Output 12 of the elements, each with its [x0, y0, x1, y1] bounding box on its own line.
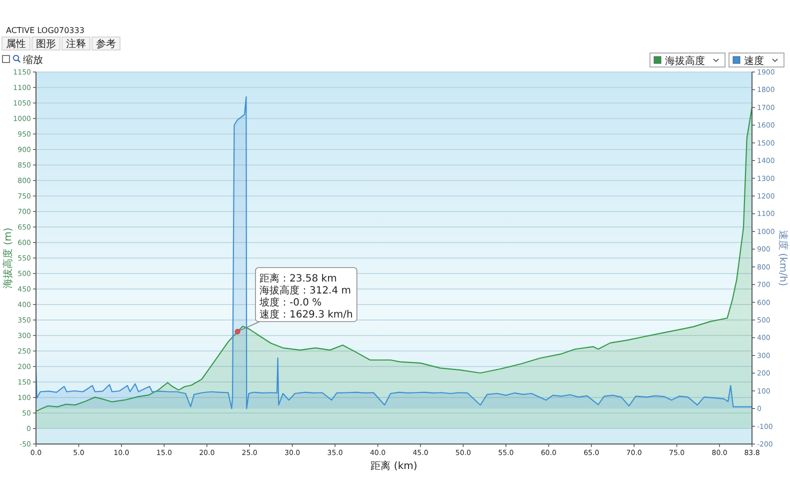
chart-title: ACTIVE LOG070333: [6, 26, 84, 35]
text: 属性: [6, 38, 26, 50]
legend-label: 速度: [744, 55, 764, 67]
text: 参考: [96, 38, 116, 50]
y2-axis-title: 速度 (km/h): [777, 230, 789, 286]
legend-label: 海拔高度: [665, 55, 705, 67]
y-axis-title: 海拔高度 (m): [2, 228, 14, 288]
text: 注释: [66, 38, 86, 50]
x-axis-title: 距离 (km): [370, 460, 418, 472]
text: 图形: [36, 39, 56, 50]
annotation: 距离：23.58 km 海拔高度：312.4 m 坡度：-0.0 % 速度：1629.3 km/h: [258, 272, 353, 321]
text: 缩放: [23, 54, 43, 66]
